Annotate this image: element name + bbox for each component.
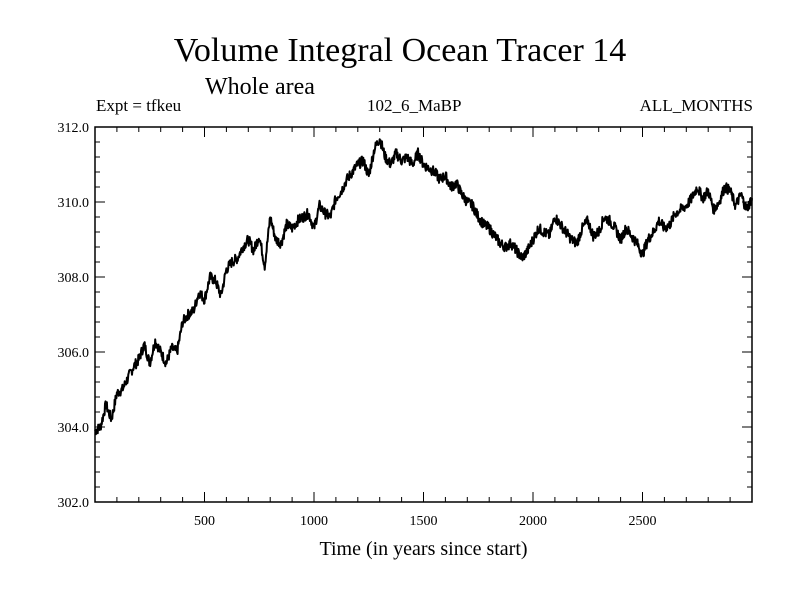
plot-frame xyxy=(94,126,753,503)
axis-ticks xyxy=(95,127,752,502)
y-tick-label: 302.0 xyxy=(58,496,90,511)
chart-subtitle: Whole area xyxy=(205,74,315,100)
experiment-annotation: Expt = tfkeu xyxy=(96,96,182,115)
y-tick-label: 308.0 xyxy=(58,271,90,286)
chart-title: Volume Integral Ocean Tracer 14 xyxy=(173,32,627,69)
x-tick-label: 500 xyxy=(194,514,215,529)
x-tick-label: 2500 xyxy=(629,514,657,529)
y-tick-label: 304.0 xyxy=(58,421,90,436)
months-annotation: ALL_MONTHS xyxy=(639,96,753,115)
y-tick-label: 306.0 xyxy=(58,346,90,361)
y-tick-label: 312.0 xyxy=(58,121,90,136)
x-tick-label: 1500 xyxy=(410,514,438,529)
period-annotation: 102_6_MaBP xyxy=(367,96,462,115)
x-axis-label: Time (in years since start) xyxy=(319,538,527,560)
x-tick-label: 2000 xyxy=(519,514,547,529)
series-line xyxy=(94,138,753,436)
y-tick-label: 310.0 xyxy=(58,196,90,211)
axis-tick-labels: 500 1000 1500 2000 2500 302.0 304.0 306.0 308.0 3… xyxy=(58,121,657,529)
x-tick-label: 1000 xyxy=(300,514,328,529)
